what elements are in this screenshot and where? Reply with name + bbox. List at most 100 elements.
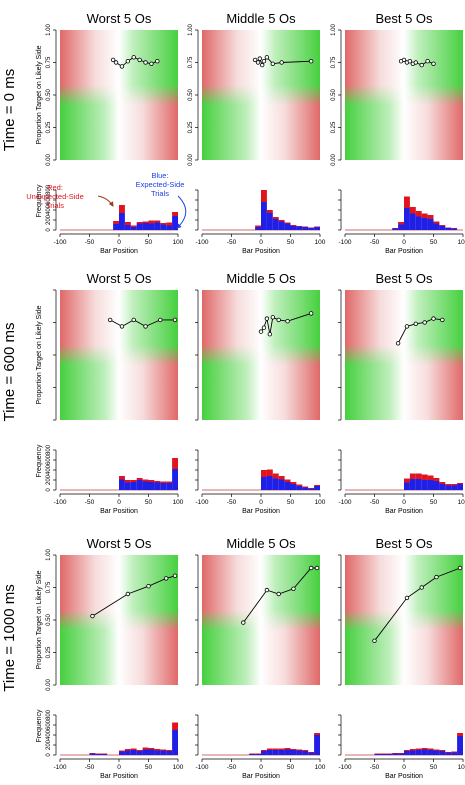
scatter-y-tick-label: 0.75 [46,56,52,68]
scatter-point [434,574,439,580]
scatter-point [267,332,273,337]
histogram-y-tick-label: 600 [46,719,52,730]
histogram-x-tick-label: 50 [287,764,295,771]
histogram-y-tick-label: 0 [46,228,52,232]
histogram-y-tick-label: 200 [46,739,52,750]
scatter-point [279,60,284,65]
scatter-point [270,61,275,66]
scatter-point [276,317,281,323]
scatter-point [107,317,113,323]
histogram-bar-unexpected [433,221,440,224]
panel-group: Middle 5 Os -100 -50 0 50 100 Bar Position [195,271,326,515]
annotation-red-line3: Trials [46,201,64,210]
histogram-bar-expected [398,753,404,755]
histogram-bar-expected [433,481,440,490]
histogram-bar-expected [130,227,137,230]
histogram-y-tick-label: 400 [46,729,52,740]
scatter-y-tick-label: 0.25 [46,121,52,133]
scatter-point [401,57,407,63]
histogram-x-tick-label: 100 [458,239,465,246]
histogram-bar-expected [272,219,279,230]
panel-title: Worst 5 Os [87,11,152,26]
scatter-point [255,60,261,65]
histogram-bar-unexpected [124,749,131,751]
histogram-bar-expected [166,751,173,755]
scatter-point [419,62,424,68]
histogram-bar-expected [439,226,446,230]
histogram-bar-expected [409,479,416,490]
heatmap-upper [202,30,320,160]
histogram-bar-expected [415,479,422,490]
histogram-bar-expected [272,750,279,755]
histogram-bar-expected [101,754,108,755]
histogram-bar-unexpected [314,226,320,227]
heatmap-upper [345,555,463,685]
histogram-x-tick-label: -50 [85,764,95,771]
histogram-x-tick-label: 50 [287,499,295,506]
scatter-ylabel: Proportion Target on Likely Side [36,305,43,404]
histogram-bar-expected [451,485,458,490]
histogram-bar-expected [284,223,291,230]
histogram-bar-unexpected [398,222,404,225]
histogram-bar-unexpected [142,479,149,482]
histogram-bar-unexpected [415,473,422,479]
histogram-bar-expected [457,736,463,755]
scatter-point [143,60,148,65]
scatter-y-tick-label: 0.50 [46,89,52,101]
scatter-point [431,316,436,321]
histogram-bar-unexpected [148,220,155,224]
histogram-bar-expected [404,208,410,230]
histogram-bar-unexpected [136,478,143,480]
scatter-point [395,341,401,346]
histogram-bar-unexpected [439,750,446,751]
histogram-bar-expected [130,750,137,755]
histogram-x-tick-label: 0 [259,499,263,506]
histogram-bar-expected [154,750,161,755]
scatter-point [90,613,95,619]
histogram-bar-unexpected [374,753,381,754]
histogram-bar-unexpected [266,469,273,476]
histogram-bar-unexpected [142,747,149,750]
histogram-bar-unexpected [451,751,458,753]
scatter-point [261,325,267,330]
annotation-blue-line2: Expected-Side [136,180,185,189]
annotation-blue-line1: Blue: [151,171,168,180]
histogram-bar-expected [457,484,463,490]
histogram-bar-unexpected [284,479,291,482]
histogram-xlabel: Bar Position [242,508,280,515]
histogram-x-tick-label: 100 [458,499,465,506]
histogram-x-tick-label: -50 [227,764,237,771]
scatter-line [109,319,176,327]
scatter-point [131,55,136,60]
histogram-bar-expected [266,750,273,755]
histogram-bar-expected [404,751,410,755]
histogram-y-tick-label: 800 [46,444,52,455]
histogram-bar-unexpected [427,215,434,219]
scatter-point [113,60,119,65]
histogram-bar-expected [142,749,149,755]
histogram-bar-expected [404,482,410,490]
scatter-point [125,59,131,64]
scatter-point [137,57,142,63]
scatter-point [110,57,116,63]
histogram-x-tick-label: 0 [402,239,406,246]
histogram-bar-expected [124,225,131,230]
scatter-point [241,620,246,625]
scatter-point [457,565,463,571]
scatter-y-tick-label: 0.75 [46,581,52,593]
histogram-bar-unexpected [89,753,96,754]
histogram-bar-expected [409,213,416,230]
histogram-bar-unexpected [272,217,279,219]
scatter-point [404,595,410,601]
histogram-bar-expected [124,482,131,490]
histogram-bar-unexpected [404,478,410,483]
scatter-point [257,56,263,61]
histogram-bar-unexpected [457,483,463,484]
panel-group: Best 5 Os -100 -50 0 50 100 Bar Position [338,536,465,780]
histogram-bar-expected [398,224,404,230]
histogram-y-tick-label: 200 [46,474,52,485]
histogram-bar-unexpected [172,722,178,730]
histogram-ylabel: Frequency [36,444,43,478]
histogram-bar-unexpected [404,750,410,751]
panel-title: Worst 5 Os [87,271,152,286]
